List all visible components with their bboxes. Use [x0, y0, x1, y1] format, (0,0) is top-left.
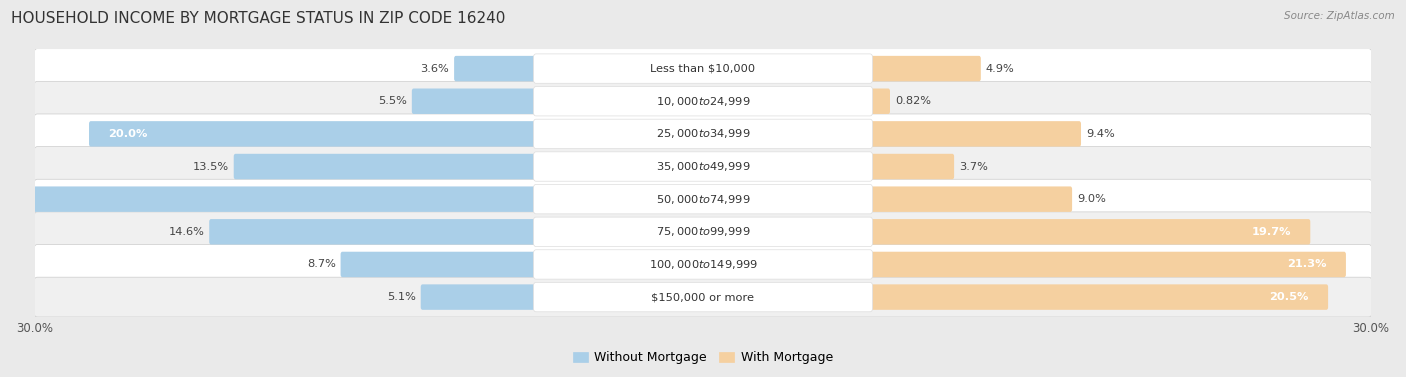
Text: 9.0%: 9.0%: [1077, 194, 1107, 204]
Text: 20.5%: 20.5%: [1270, 292, 1309, 302]
Text: 19.7%: 19.7%: [1251, 227, 1291, 237]
FancyBboxPatch shape: [868, 56, 981, 81]
Legend: Without Mortgage, With Mortgage: Without Mortgage, With Mortgage: [568, 346, 838, 369]
Text: 0.82%: 0.82%: [894, 96, 931, 106]
Text: 5.5%: 5.5%: [378, 96, 406, 106]
FancyBboxPatch shape: [868, 187, 1073, 212]
FancyBboxPatch shape: [868, 154, 955, 179]
FancyBboxPatch shape: [34, 212, 1372, 252]
Text: $100,000 to $149,999: $100,000 to $149,999: [648, 258, 758, 271]
FancyBboxPatch shape: [868, 89, 890, 114]
Text: Source: ZipAtlas.com: Source: ZipAtlas.com: [1284, 11, 1395, 21]
FancyBboxPatch shape: [533, 184, 873, 214]
FancyBboxPatch shape: [34, 245, 1372, 284]
FancyBboxPatch shape: [420, 284, 538, 310]
FancyBboxPatch shape: [412, 89, 538, 114]
FancyBboxPatch shape: [34, 81, 1372, 121]
Text: $10,000 to $24,999: $10,000 to $24,999: [655, 95, 751, 108]
FancyBboxPatch shape: [533, 87, 873, 116]
Text: 14.6%: 14.6%: [169, 227, 204, 237]
Text: 9.4%: 9.4%: [1085, 129, 1115, 139]
Text: 21.3%: 21.3%: [1286, 259, 1326, 270]
FancyBboxPatch shape: [533, 152, 873, 181]
FancyBboxPatch shape: [34, 147, 1372, 187]
FancyBboxPatch shape: [34, 277, 1372, 317]
FancyBboxPatch shape: [533, 119, 873, 149]
FancyBboxPatch shape: [340, 252, 538, 277]
FancyBboxPatch shape: [0, 187, 538, 212]
Text: 13.5%: 13.5%: [193, 161, 229, 172]
FancyBboxPatch shape: [533, 54, 873, 83]
Text: 20.0%: 20.0%: [108, 129, 148, 139]
Text: 5.1%: 5.1%: [387, 292, 416, 302]
FancyBboxPatch shape: [868, 121, 1081, 147]
FancyBboxPatch shape: [89, 121, 538, 147]
Text: 3.7%: 3.7%: [959, 161, 988, 172]
Text: $35,000 to $49,999: $35,000 to $49,999: [655, 160, 751, 173]
FancyBboxPatch shape: [533, 250, 873, 279]
Text: $25,000 to $34,999: $25,000 to $34,999: [655, 127, 751, 140]
FancyBboxPatch shape: [34, 49, 1372, 89]
Text: 3.6%: 3.6%: [420, 64, 449, 74]
Text: 4.9%: 4.9%: [986, 64, 1015, 74]
Text: $150,000 or more: $150,000 or more: [651, 292, 755, 302]
FancyBboxPatch shape: [209, 219, 538, 245]
FancyBboxPatch shape: [34, 114, 1372, 154]
FancyBboxPatch shape: [233, 154, 538, 179]
FancyBboxPatch shape: [868, 252, 1346, 277]
FancyBboxPatch shape: [454, 56, 538, 81]
Text: HOUSEHOLD INCOME BY MORTGAGE STATUS IN ZIP CODE 16240: HOUSEHOLD INCOME BY MORTGAGE STATUS IN Z…: [11, 11, 506, 26]
FancyBboxPatch shape: [868, 284, 1329, 310]
Text: $50,000 to $74,999: $50,000 to $74,999: [655, 193, 751, 206]
FancyBboxPatch shape: [533, 282, 873, 312]
Text: Less than $10,000: Less than $10,000: [651, 64, 755, 74]
FancyBboxPatch shape: [34, 179, 1372, 219]
FancyBboxPatch shape: [868, 219, 1310, 245]
Text: $75,000 to $99,999: $75,000 to $99,999: [655, 225, 751, 238]
Text: 8.7%: 8.7%: [307, 259, 336, 270]
FancyBboxPatch shape: [533, 217, 873, 247]
